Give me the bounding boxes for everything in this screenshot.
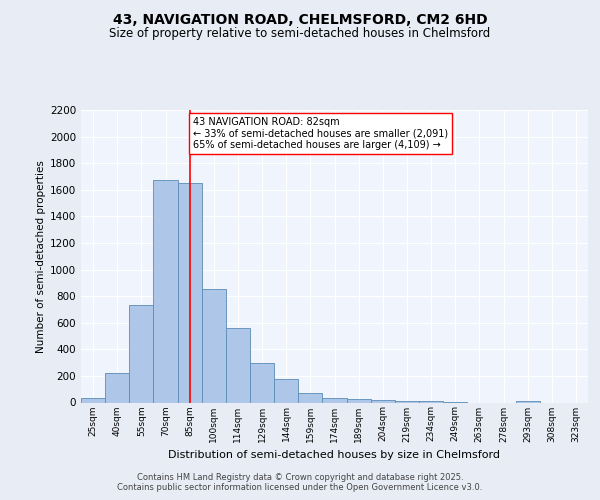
Text: 43, NAVIGATION ROAD, CHELMSFORD, CM2 6HD: 43, NAVIGATION ROAD, CHELMSFORD, CM2 6HD — [113, 12, 487, 26]
Text: Contains HM Land Registry data © Crown copyright and database right 2025.: Contains HM Land Registry data © Crown c… — [137, 472, 463, 482]
Text: 43 NAVIGATION ROAD: 82sqm
← 33% of semi-detached houses are smaller (2,091)
65% : 43 NAVIGATION ROAD: 82sqm ← 33% of semi-… — [193, 116, 448, 150]
Bar — [274, 378, 298, 402]
Bar — [81, 398, 105, 402]
Bar — [154, 180, 178, 402]
Text: Size of property relative to semi-detached houses in Chelmsford: Size of property relative to semi-detach… — [109, 28, 491, 40]
Y-axis label: Number of semi-detached properties: Number of semi-detached properties — [36, 160, 46, 352]
Bar — [129, 306, 154, 402]
Bar — [347, 399, 371, 402]
Bar — [202, 290, 226, 403]
Bar — [371, 400, 395, 402]
Bar — [395, 400, 419, 402]
Bar — [178, 183, 202, 402]
Bar — [250, 362, 274, 403]
Bar — [105, 373, 129, 402]
Bar — [322, 398, 347, 402]
X-axis label: Distribution of semi-detached houses by size in Chelmsford: Distribution of semi-detached houses by … — [169, 450, 500, 460]
Bar — [515, 400, 540, 402]
Bar — [226, 328, 250, 402]
Bar — [419, 401, 443, 402]
Text: Contains public sector information licensed under the Open Government Licence v3: Contains public sector information licen… — [118, 484, 482, 492]
Bar — [298, 393, 322, 402]
